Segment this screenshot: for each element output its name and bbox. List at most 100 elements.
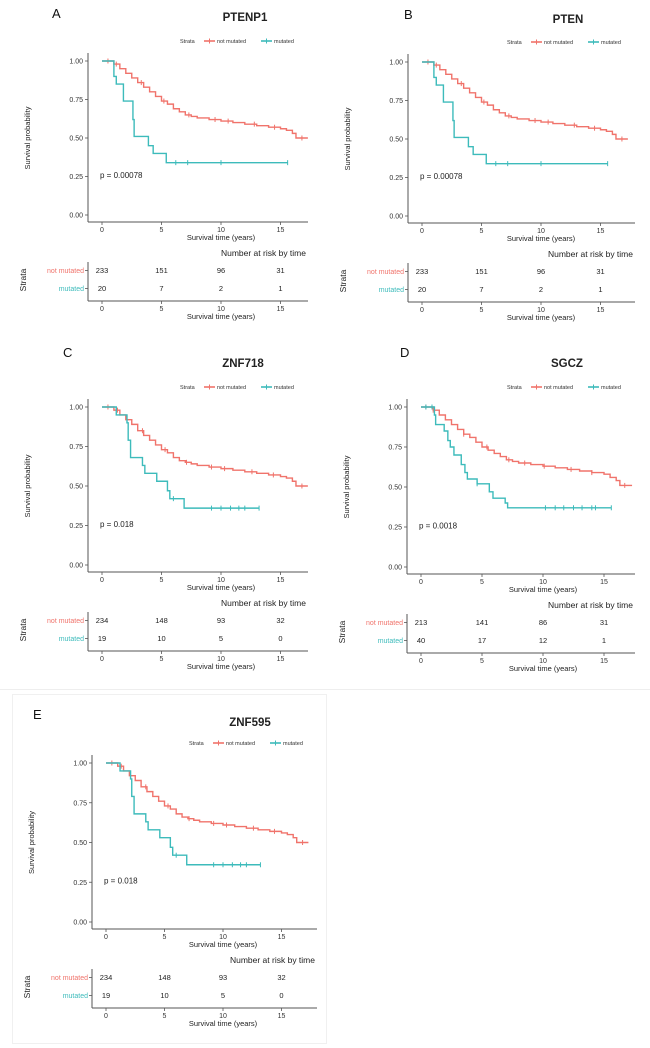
risk-count: 31 xyxy=(276,266,284,275)
y-tick-label: 0.50 xyxy=(389,137,403,144)
panel-d: D SGCZ Strata not mutated mutated 0.00 0.25 0.5… xyxy=(337,345,635,673)
risk-row-label: not mutated xyxy=(47,618,84,625)
risk-count: 17 xyxy=(478,636,486,645)
series-mutated xyxy=(106,762,261,868)
risk-y-label: Strata xyxy=(337,620,347,643)
y-tick-label: 0.00 xyxy=(73,920,87,927)
risk-count: 20 xyxy=(98,284,106,293)
survival-curve xyxy=(106,762,309,844)
series-mutated xyxy=(102,406,260,511)
risk-count: 213 xyxy=(415,618,428,627)
risk-count: 233 xyxy=(96,266,109,275)
risk-x-tick-label: 10 xyxy=(217,306,225,313)
survival-curve xyxy=(102,60,308,139)
panel-e: E ZNF595 Strata not mutated mutated 0.00 0.25 0… xyxy=(22,707,317,1028)
risk-count: 20 xyxy=(418,285,426,294)
y-axis-label: Survival probability xyxy=(23,106,32,169)
x-tick-label: 15 xyxy=(597,228,605,235)
legend-label: mutated xyxy=(274,385,294,391)
risk-count: 96 xyxy=(537,267,545,276)
risk-x-tick-label: 5 xyxy=(480,307,484,314)
chart-title: PTENP1 xyxy=(223,12,268,24)
risk-x-tick-label: 5 xyxy=(160,306,164,313)
y-tick-label: 0.50 xyxy=(69,136,83,143)
panel-letter: D xyxy=(400,345,409,360)
risk-x-tick-label: 10 xyxy=(219,1013,227,1020)
risk-count: 234 xyxy=(100,973,113,982)
risk-x-axis-label: Survival time (years) xyxy=(187,662,256,671)
y-tick-label: 0.00 xyxy=(69,563,83,570)
risk-x-tick-label: 10 xyxy=(217,656,225,663)
x-tick-label: 5 xyxy=(160,577,164,584)
risk-x-tick-label: 5 xyxy=(480,658,484,665)
y-tick-label: 0.75 xyxy=(69,444,83,451)
x-axis-label: Survival time (years) xyxy=(189,940,258,949)
risk-row-not-mutated: not mutated 234 148 93 32 xyxy=(51,973,286,982)
risk-row-mutated: mutated 20 7 2 1 xyxy=(59,284,283,293)
x-tick-label: 10 xyxy=(537,228,545,235)
panel-letter: A xyxy=(52,6,61,21)
series-mutated xyxy=(102,60,289,166)
risk-count: 141 xyxy=(476,618,489,627)
legend-title: Strata xyxy=(189,741,205,747)
risk-row-label: not mutated xyxy=(367,269,404,276)
risk-row-label: mutated xyxy=(59,286,84,293)
risk-y-label: Strata xyxy=(338,269,348,292)
risk-x-tick-label: 5 xyxy=(163,1013,167,1020)
x-tick-label: 10 xyxy=(217,577,225,584)
y-tick-label: 0.25 xyxy=(69,174,83,181)
series-mutated xyxy=(422,61,609,167)
survival-curve xyxy=(102,60,288,164)
risk-x-tick-label: 10 xyxy=(537,307,545,314)
chart-title: ZNF595 xyxy=(229,717,271,729)
series-not-mutated xyxy=(102,58,308,141)
legend-mutated: mutated xyxy=(588,39,621,46)
legend-not-mutated: not mutated xyxy=(531,384,573,391)
legend-not-mutated: not mutated xyxy=(531,39,573,46)
risk-count: 19 xyxy=(98,634,106,643)
legend-label: not mutated xyxy=(544,40,573,46)
series-not-mutated xyxy=(106,760,309,845)
risk-x-tick-label: 0 xyxy=(100,306,104,313)
risk-row-mutated: mutated 19 10 5 0 xyxy=(59,634,283,643)
risk-count: 12 xyxy=(539,636,547,645)
legend-label: not mutated xyxy=(217,385,246,391)
legend-label: mutated xyxy=(601,40,621,46)
risk-x-tick-label: 0 xyxy=(419,658,423,665)
risk-count: 31 xyxy=(596,267,604,276)
risk-count: 86 xyxy=(539,618,547,627)
risk-x-axis-label: Survival time (years) xyxy=(507,313,576,322)
chart-title: ZNF718 xyxy=(222,358,264,370)
p-value: p = 0.0018 xyxy=(419,521,458,530)
x-tick-label: 5 xyxy=(480,228,484,235)
y-tick-label: 0.50 xyxy=(73,840,87,847)
risk-x-tick-label: 15 xyxy=(597,307,605,314)
p-value: p = 0.018 xyxy=(104,877,138,886)
risk-count: 2 xyxy=(219,284,223,293)
x-axis-label: Survival time (years) xyxy=(507,234,576,243)
legend-label: mutated xyxy=(274,39,294,45)
risk-x-axis-label: Survival time (years) xyxy=(509,664,578,673)
risk-row-label: not mutated xyxy=(47,268,84,275)
risk-row-not-mutated: not mutated 233 151 96 31 xyxy=(47,266,285,275)
risk-row-mutated: mutated 19 10 5 0 xyxy=(63,991,284,1000)
survival-curve xyxy=(422,61,608,165)
series-not-mutated xyxy=(422,59,628,142)
risk-row-mutated: mutated 40 17 12 1 xyxy=(378,636,606,645)
risk-count: 1 xyxy=(598,285,602,294)
y-tick-label: 0.50 xyxy=(69,484,83,491)
risk-table-title: Number at risk by time xyxy=(548,600,633,610)
panel-b: B PTEN Strata not mutated mutated 0.00 0.25 0.5… xyxy=(338,7,635,322)
p-value: p = 0.00078 xyxy=(100,171,143,180)
series-not-mutated xyxy=(421,404,633,488)
y-tick-label: 1.00 xyxy=(388,405,402,412)
risk-row-label: mutated xyxy=(378,638,403,645)
risk-count: 151 xyxy=(155,266,168,275)
y-tick-label: 0.00 xyxy=(388,565,402,572)
risk-count: 19 xyxy=(102,991,110,1000)
x-tick-label: 0 xyxy=(104,934,108,941)
risk-row-not-mutated: not mutated 234 148 93 32 xyxy=(47,616,285,625)
risk-count: 40 xyxy=(417,636,425,645)
x-tick-label: 0 xyxy=(100,227,104,234)
risk-x-tick-label: 15 xyxy=(277,306,285,313)
